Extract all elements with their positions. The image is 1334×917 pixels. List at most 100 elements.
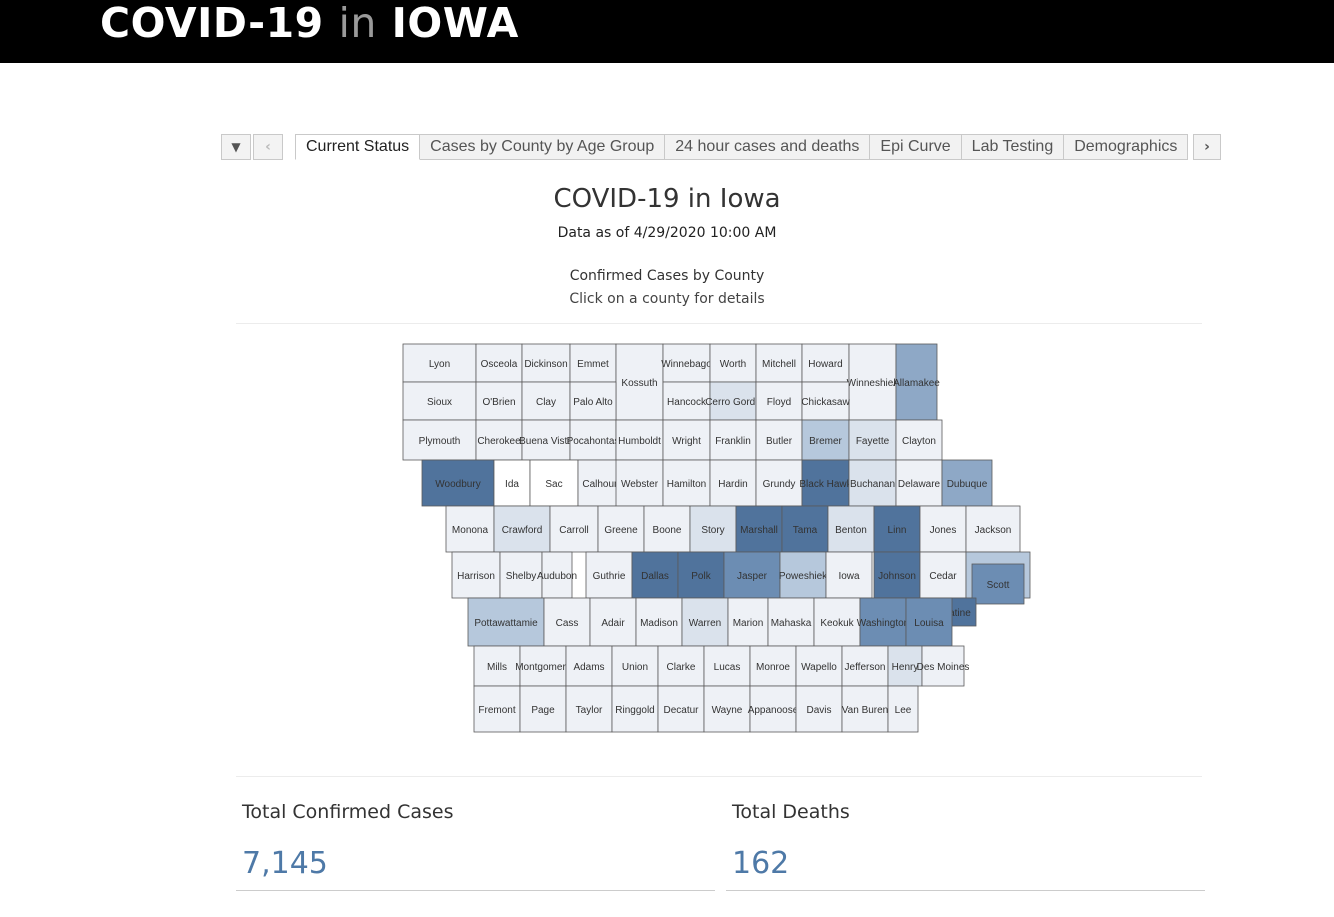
county-clayton[interactable]: Clayton [895,419,943,461]
county-kossuth[interactable]: Kossuth [615,343,664,421]
county-poweshiek[interactable]: Poweshiek [779,551,828,599]
county-cass[interactable]: Cass [543,597,591,647]
county-adams[interactable]: Adams [565,645,613,687]
county-polk[interactable]: Polk [677,551,725,599]
county-delaware[interactable]: Delaware [895,459,943,507]
county-lyon[interactable]: Lyon [402,343,477,383]
county-clarke[interactable]: Clarke [657,645,705,687]
county-jefferson[interactable]: Jefferson [841,645,889,687]
county-lucas[interactable]: Lucas [703,645,751,687]
total-cases-value[interactable]: 7,145 [242,846,328,881]
county-davis[interactable]: Davis [795,685,843,733]
county-marshall[interactable]: Marshall [735,505,783,553]
county-decatur[interactable]: Decatur [657,685,705,733]
county-madison[interactable]: Madison [635,597,683,647]
county-woodbury[interactable]: Woodbury [421,459,495,507]
county-fayette[interactable]: Fayette [848,419,897,461]
county-o-brien[interactable]: O'Brien [475,381,523,421]
county-jones[interactable]: Jones [919,505,967,553]
county-sioux[interactable]: Sioux [402,381,477,421]
tab-lab-testing[interactable]: Lab Testing [961,134,1065,160]
county-ida[interactable]: Ida [493,459,531,507]
county-dubuque[interactable]: Dubuque [941,459,993,507]
county-jackson[interactable]: Jackson [965,505,1021,553]
county-taylor[interactable]: Taylor [565,685,613,733]
county-mitchell[interactable]: Mitchell [755,343,803,383]
county-guthrie[interactable]: Guthrie [585,551,633,599]
county-keokuk[interactable]: Keokuk [813,597,861,647]
tab-cases-by-county-age[interactable]: Cases by County by Age Group [420,134,666,160]
county-fremont[interactable]: Fremont [473,685,521,733]
county-union[interactable]: Union [611,645,659,687]
county-warren[interactable]: Warren [681,597,729,647]
county-van-buren[interactable]: Van Buren [841,685,889,733]
county-winneshiek[interactable]: Winneshiek [847,343,900,421]
county-adair[interactable]: Adair [589,597,637,647]
county-wapello[interactable]: Wapello [795,645,843,687]
county-hardin[interactable]: Hardin [709,459,757,507]
county-dickinson[interactable]: Dickinson [521,343,571,383]
county-boone[interactable]: Boone [643,505,691,553]
tab-menu-button[interactable]: ▼ [221,134,251,160]
county-buchanan[interactable]: Buchanan [848,459,897,507]
county-tama[interactable]: Tama [781,505,829,553]
county-linn[interactable]: Linn [873,505,921,553]
county-shelby[interactable]: Shelby [499,551,543,599]
tab-next-button[interactable]: › [1193,134,1221,160]
county-page[interactable]: Page [519,685,567,733]
county-howard[interactable]: Howard [801,343,850,383]
county-black-hawk[interactable]: Black Hawk [799,459,853,507]
county-jasper[interactable]: Jasper [723,551,781,599]
county-floyd[interactable]: Floyd [755,381,803,421]
county-wright[interactable]: Wright [662,419,711,461]
county-cedar[interactable]: Cedar [919,551,967,599]
county-bremer[interactable]: Bremer [801,419,850,461]
tab-24-hour[interactable]: 24 hour cases and deaths [665,134,871,160]
county-mahaska[interactable]: Mahaska [767,597,815,647]
county-story[interactable]: Story [689,505,737,553]
county-allamakee[interactable]: Allamakee [893,343,940,421]
county-humboldt[interactable]: Humboldt [615,419,664,461]
county-washington[interactable]: Washington [857,597,909,647]
county-cherokee[interactable]: Cherokee [475,419,523,461]
tab-epi-curve[interactable]: Epi Curve [870,134,962,160]
county-marion[interactable]: Marion [727,597,769,647]
county-cerro-gordo[interactable]: Cerro Gordo [705,381,761,421]
county-carroll[interactable]: Carroll [549,505,599,553]
county-ringgold[interactable]: Ringgold [611,685,659,733]
county-buena-vista[interactable]: Buena Vista [519,419,573,461]
county-monroe[interactable]: Monroe [749,645,797,687]
county-audubon[interactable]: Audubon [537,551,577,599]
county-greene[interactable]: Greene [597,505,645,553]
county-montgomery[interactable]: Montgomery [515,645,571,687]
tab-demographics[interactable]: Demographics [1064,134,1189,160]
county-worth[interactable]: Worth [709,343,757,383]
county-emmet[interactable]: Emmet [569,343,617,383]
county-hancock[interactable]: Hancock [662,381,711,421]
county-lee[interactable]: Lee [887,685,919,733]
county-butler[interactable]: Butler [755,419,803,461]
tab-prev-button[interactable]: ‹ [253,134,283,160]
county-scott[interactable]: Scott [971,563,1025,605]
total-deaths-value[interactable]: 162 [732,846,790,881]
county-hamilton[interactable]: Hamilton [662,459,711,507]
county-benton[interactable]: Benton [827,505,875,553]
county-palo-alto[interactable]: Palo Alto [569,381,617,421]
county-webster[interactable]: Webster [615,459,664,507]
county-winnebago[interactable]: Winnebago [661,343,712,383]
county-sac[interactable]: Sac [529,459,579,507]
county-chickasaw[interactable]: Chickasaw [801,381,850,421]
county-franklin[interactable]: Franklin [709,419,757,461]
county-pocahontas[interactable]: Pocahontas [567,419,620,461]
county-monona[interactable]: Monona [445,505,495,553]
county-plymouth[interactable]: Plymouth [402,419,477,461]
county-des-moines[interactable]: Des Moines [917,645,970,687]
county-osceola[interactable]: Osceola [475,343,523,383]
county-iowa[interactable]: Iowa [825,551,873,599]
tab-current-status[interactable]: Current Status [295,134,421,160]
county-grundy[interactable]: Grundy [755,459,803,507]
county-louisa[interactable]: Louisa [905,597,953,647]
county-harrison[interactable]: Harrison [451,551,501,599]
county-crawford[interactable]: Crawford [493,505,551,553]
county-pottawattamie[interactable]: Pottawattamie [467,597,545,647]
